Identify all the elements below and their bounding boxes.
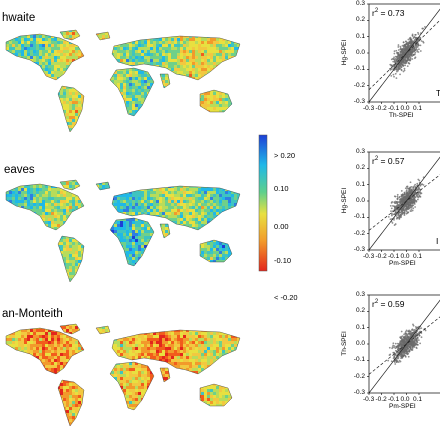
world-map-middle [5,179,241,283]
r-squared-label: r2 = 0.59 [372,299,405,309]
y-tick-label: 0.1 [355,180,365,188]
y-tick-label: -0.3 [353,389,365,396]
colorbar-tick-5: < -0.20 [274,293,298,302]
x-tick-label: 0.0 [400,105,410,112]
y-tick-label: -0.2 [353,372,365,380]
y-tick-label: 0.3 [355,291,365,298]
world-map-top [5,29,241,133]
y-tick-label: 0.2 [355,164,365,172]
x-axis-label: Pm-SPEI [389,403,416,410]
x-tick-label: -0.3 [363,396,375,403]
colorbar-tick-2: 0.10 [274,184,289,193]
y-tick-label: 0.1 [355,32,365,40]
x-tick-label: -0.3 [363,253,375,260]
scatter-svg [367,3,440,104]
y-tick-label: 0.0 [355,49,365,56]
scatter-panel-2: 0.3 0.2 0.1 0.0 -0.1 -0.2 -0.3 -0.3 -0.2 -0.1 0.0 0… [338,148,440,268]
scatter-points [369,299,440,393]
regression-line [369,316,440,375]
x-tick-label: -0.1 [388,105,400,112]
y-tick-label: -0.3 [353,246,365,253]
x-tick-label: -0.1 [388,253,400,260]
x-tick-label: 0.1 [413,396,423,403]
colorbar-tick-4: -0.10 [274,256,292,265]
regression-line [369,174,440,231]
x-axis-label: Th-SPEI [389,112,414,119]
map-title-top: hwaite [2,12,36,24]
scatter-points [369,156,440,250]
scatter-points [369,8,440,102]
r-squared-label: r2 = 0.57 [372,156,405,166]
y-tick-label: 0.0 [355,340,365,347]
y-axis-label: Hg-SPEI [341,187,349,214]
map-title-middle: eaves [4,164,35,176]
map-title-bottom: an-Monteith [2,308,63,320]
x-axis-label: Pm-SPEI [389,260,416,267]
scatter-svg [367,151,440,252]
r-squared-label: r2 = 0.73 [372,8,405,18]
x-tick-label: -0.2 [375,253,387,260]
colorbar-tick-3: 0.00 [274,222,289,231]
x-tick-label: 0.1 [413,105,423,112]
x-tick-label: -0.3 [363,105,375,112]
y-tick-label: -0.3 [353,98,365,105]
scatter-svg [367,294,440,395]
x-tick-label: -0.2 [375,396,387,403]
y-tick-label: 0.2 [355,307,365,315]
x-tick-label: -0.2 [375,105,387,112]
y-tick-label: -0.2 [353,229,365,237]
scatter-panel-3: 0.3 0.2 0.1 0.0 -0.1 -0.2 -0.3 -0.3 -0.2 -0.1 0.0 0… [338,291,440,411]
x-tick-label: 0.0 [400,253,410,260]
world-map-bottom [5,323,241,427]
panel-corner-letter: I [436,236,439,246]
y-tick-label: -0.2 [353,81,365,89]
y-tick-label: -0.1 [353,356,365,364]
x-tick-label: 0.1 [413,253,423,260]
y-tick-label: 0.3 [355,0,365,7]
y-tick-label: 0.2 [355,16,365,24]
y-tick-label: 0.1 [355,323,365,331]
y-tick-label: 0.0 [355,197,365,204]
y-tick-label: -0.1 [353,213,365,221]
panel-corner-letter: T [436,88,440,98]
y-axis-label: Th-SPEI [340,331,348,356]
x-tick-label: -0.1 [388,396,400,403]
colorbar [258,134,268,272]
y-tick-label: -0.1 [353,65,365,73]
x-tick-label: 0.0 [400,396,410,403]
regression-line [369,19,440,90]
scatter-panel-1: 0.3 0.2 0.1 0.0 -0.1 -0.2 -0.3 -0.3 -0.2 -0.1 0.0 0… [338,0,440,120]
y-axis-label: Hg-SPEI [341,39,349,66]
y-tick-label: 0.3 [355,148,365,155]
colorbar-tick-1: > 0.20 [274,151,296,160]
